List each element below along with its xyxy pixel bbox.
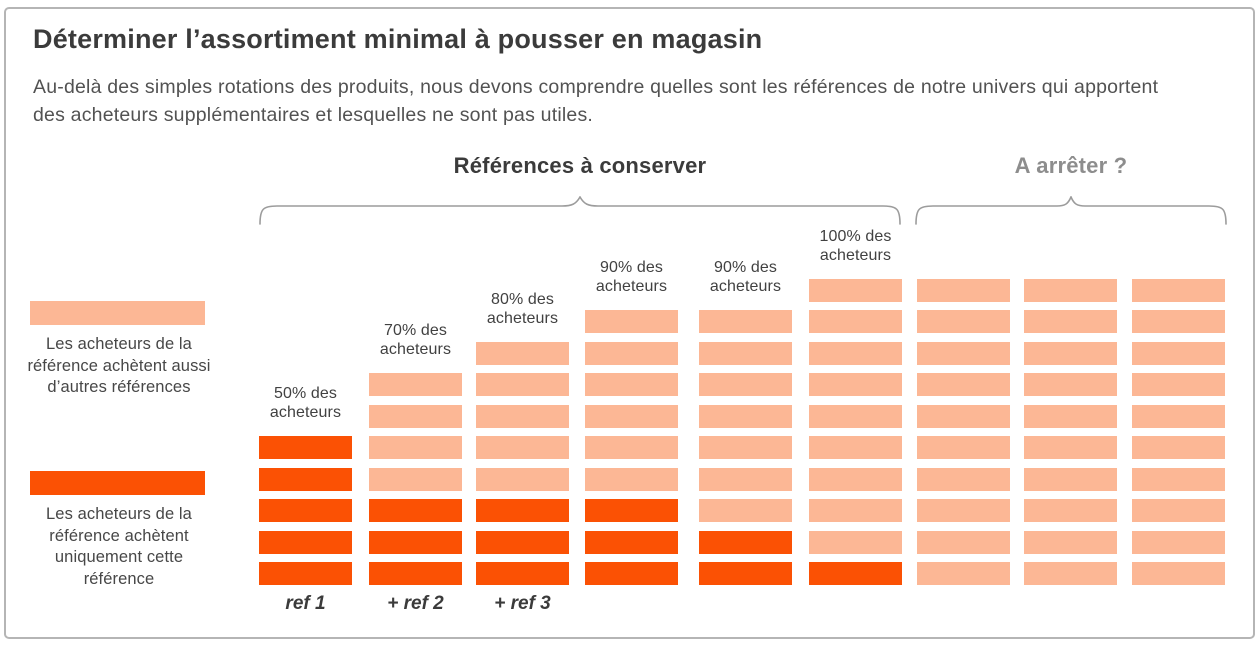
unit-block-dark [585,562,678,585]
unit-block-light [699,310,792,333]
unit-block-light [699,341,792,365]
column-annotation-6: 100% des acheteurs [819,227,892,264]
unit-block-light [585,404,678,428]
unit-block-dark [585,499,678,522]
page-subtitle: Au-delà des simples rotations des produi… [33,76,1159,126]
unit-block-light [585,436,678,459]
unit-block-light [1024,530,1117,554]
unit-block-light [1132,310,1225,333]
unit-block-light [809,341,902,365]
unit-block-light [1024,562,1117,585]
axis-label-1: ref 1 [285,593,326,614]
unit-block-light [809,499,902,522]
unit-block-light [1024,373,1117,396]
unit-block-light [699,436,792,459]
unit-block-light [1024,404,1117,428]
unit-block-light [917,373,1010,396]
unit-block-dark [259,562,352,585]
unit-block-light [1024,436,1117,459]
unit-block-light [1132,341,1225,365]
column-annotation-2: 70% des acheteurs [379,322,452,358]
unit-block-light [1024,341,1117,365]
column-annotation-5: 90% des acheteurs [709,259,782,295]
unit-block-light [809,310,902,333]
unit-block-light [699,499,792,522]
unit-block-light [585,341,678,365]
unit-block-dark [369,499,462,522]
unit-block-light [917,310,1010,333]
unit-block-light [1132,562,1225,585]
unit-block-light [1024,278,1117,302]
unit-block-light [476,373,569,396]
unit-block-light [699,404,792,428]
unit-block-light [1132,404,1225,428]
unit-block-light [476,467,569,491]
group-header-keep: Références à conserver [453,153,707,178]
unit-block-light [369,373,462,396]
column-annotation-3: 80% des acheteurs [486,290,559,327]
unit-block-light [369,467,462,491]
unit-block-dark [259,530,352,554]
unit-block-light [809,404,902,428]
unit-block-dark [699,530,792,554]
unit-block-light [917,562,1010,585]
unit-block-light [585,373,678,396]
unit-block-light [809,467,902,491]
unit-block-dark [476,499,569,522]
unit-block-light [1132,499,1225,522]
unit-block-light [917,436,1010,459]
unit-block-light [369,436,462,459]
unit-block-light [809,436,902,459]
unit-block-light [917,404,1010,428]
page-title: Déterminer l’assortiment minimal à pouss… [33,24,763,54]
brace-stop-icon [915,196,1227,225]
column-annotation-4: 90% des acheteurs [595,259,668,295]
brace-keep-icon [259,196,901,225]
unit-block-light [1024,467,1117,491]
unit-block-dark [369,530,462,554]
unit-block-light [809,530,902,554]
unit-block-light [1024,499,1117,522]
unit-block-light [476,404,569,428]
unit-block-light [1132,467,1225,491]
column-annotation-1: 50% des acheteurs [269,385,342,421]
unit-block-dark [476,562,569,585]
unit-block-light [917,278,1010,302]
unit-block-dark [369,562,462,585]
legend-swatch-light [30,301,205,325]
unit-block-light [809,278,902,302]
legend-label-dark: Les acheteurs de la référence achètent u… [46,505,192,588]
unit-block-dark [259,499,352,522]
unit-block-light [1132,373,1225,396]
unit-block-dark [809,562,902,585]
axis-label-2: + ref 2 [387,593,444,614]
unit-block-light [476,341,569,365]
unit-block-light [699,373,792,396]
unit-block-dark [699,562,792,585]
unit-block-light [1024,310,1117,333]
unit-block-dark [259,467,352,491]
unit-block-light [1132,278,1225,302]
unit-block-light [585,467,678,491]
unit-block-light [809,373,902,396]
legend-swatch-dark [30,471,205,495]
axis-label-3: + ref 3 [494,593,551,614]
unit-block-light [1132,530,1225,554]
unit-block-dark [476,530,569,554]
unit-block-light [699,467,792,491]
unit-block-light [369,404,462,428]
legend-label-light: Les acheteurs de la référence achètent a… [27,335,211,396]
unit-block-light [917,499,1010,522]
unit-block-dark [259,436,352,459]
unit-block-light [585,310,678,333]
group-header-stop: A arrêter ? [1014,153,1128,178]
unit-block-light [917,467,1010,491]
unit-block-light [917,341,1010,365]
unit-block-dark [585,530,678,554]
unit-block-light [476,436,569,459]
unit-block-light [1132,436,1225,459]
unit-block-light [917,530,1010,554]
